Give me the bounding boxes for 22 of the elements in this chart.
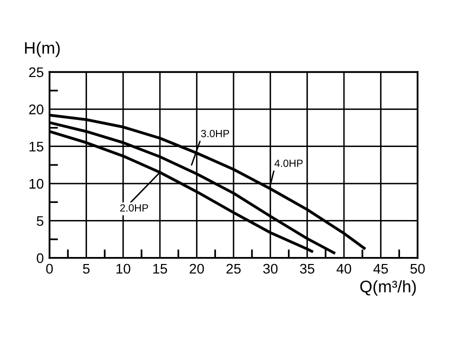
x-tick-label: 5 [83, 264, 90, 274]
x-tick-label: 20 [190, 264, 204, 274]
annotation: 2.0HP [120, 204, 148, 212]
y-tick-label: 5 [36, 216, 44, 226]
x-tick-label: 50 [410, 264, 425, 274]
y-tick-label: 10 [30, 178, 44, 189]
x-tick-label: 25 [226, 264, 241, 274]
x-axis-title: Q(m³/h) [360, 280, 416, 296]
annotation: 4.0HP [274, 160, 303, 167]
x-tick-label: 30 [263, 264, 278, 274]
y-tick-label: 15 [30, 142, 44, 152]
x-tick-label: 35 [300, 264, 314, 274]
annotation: 3.0HP [201, 130, 230, 138]
x-tick-label: 45 [373, 264, 388, 274]
x-tick-label: 10 [116, 264, 130, 274]
y-tick-label: 20 [29, 104, 44, 114]
x-tick-label: 15 [153, 264, 168, 274]
y-tick-label: 0 [36, 253, 44, 264]
y-axis-title: H(m) [25, 42, 60, 58]
x-tick-label: 40 [336, 264, 352, 274]
x-tick-label: 0 [46, 264, 53, 274]
y-tick-label: 25 [29, 67, 44, 78]
